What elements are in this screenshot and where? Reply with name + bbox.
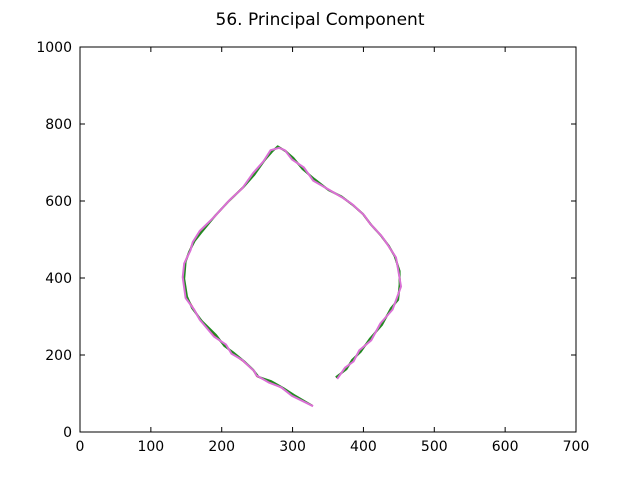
y-tick-label: 0 (63, 425, 72, 441)
x-tick-label: 600 (492, 439, 519, 455)
axes-layer: 0 100 200 300 400 500 600 700 0 200 400 600 800 1000 (36, 40, 589, 455)
y-tick-label: 400 (45, 271, 72, 287)
x-tick-label: 300 (279, 439, 306, 455)
x-tick-label: 500 (421, 439, 448, 455)
x-tick-label: 700 (563, 439, 590, 455)
y-tick-label: 800 (45, 117, 72, 133)
series-line-1 (182, 146, 402, 407)
x-tick-label: 0 (76, 439, 85, 455)
y-tick-label: 1000 (36, 40, 72, 56)
series-line-3 (181, 146, 402, 408)
series-line-2 (183, 145, 401, 407)
x-tick-label: 200 (208, 439, 235, 455)
plot-frame (79, 46, 577, 433)
y-tick-label: 600 (45, 194, 72, 210)
series-layer (181, 145, 402, 408)
x-tick-label: 100 (137, 439, 164, 455)
y-tick-label: 200 (45, 348, 72, 364)
chart-title: 56. Principal Component (216, 10, 425, 30)
x-tick-label: 400 (350, 439, 377, 455)
